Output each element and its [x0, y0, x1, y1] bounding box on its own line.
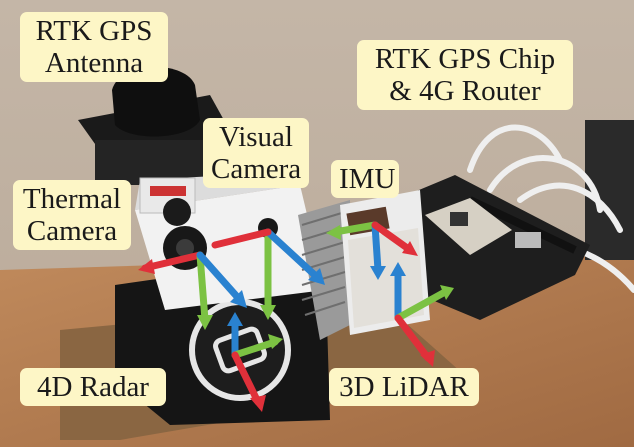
label-imu: IMU [331, 160, 399, 198]
label-thermal-camera-line1: Thermal [22, 183, 122, 215]
label-4d-radar: 4D Radar [20, 368, 166, 406]
label-visual-camera-line2: Camera [211, 153, 302, 185]
coordinate-axes [141, 221, 449, 406]
label-rtk-gps-antenna-line2: Antenna [44, 47, 144, 79]
label-thermal-camera-line2: Camera [26, 215, 118, 247]
antenna-puck [112, 66, 200, 137]
lens-side [163, 198, 191, 226]
label-rtk-gps-chip-line2: & 4G Router [389, 75, 541, 107]
label-rtk-gps-chip-line1: RTK GPS Chip [374, 43, 556, 75]
label-rtk-gps-antenna-line1: RTK GPS [35, 15, 153, 47]
label-4d-radar-line1: 4D Radar [37, 371, 149, 403]
label-visual-camera-line1: Visual [219, 121, 293, 153]
label-imu-line1: IMU [339, 163, 396, 195]
label-thermal-camera: Thermal Camera [13, 180, 131, 250]
label-3d-lidar-line1: 3D LiDAR [339, 371, 469, 403]
label-rtk-gps-chip-router: RTK GPS Chip & 4G Router [357, 40, 573, 110]
gps-chip-board [425, 198, 512, 255]
label-rtk-gps-antenna: RTK GPS Antenna [20, 12, 168, 82]
axis-arrowheads [138, 225, 454, 412]
label-visual-camera: Visual Camera [203, 118, 309, 188]
label-3d-lidar: 3D LiDAR [329, 368, 479, 406]
